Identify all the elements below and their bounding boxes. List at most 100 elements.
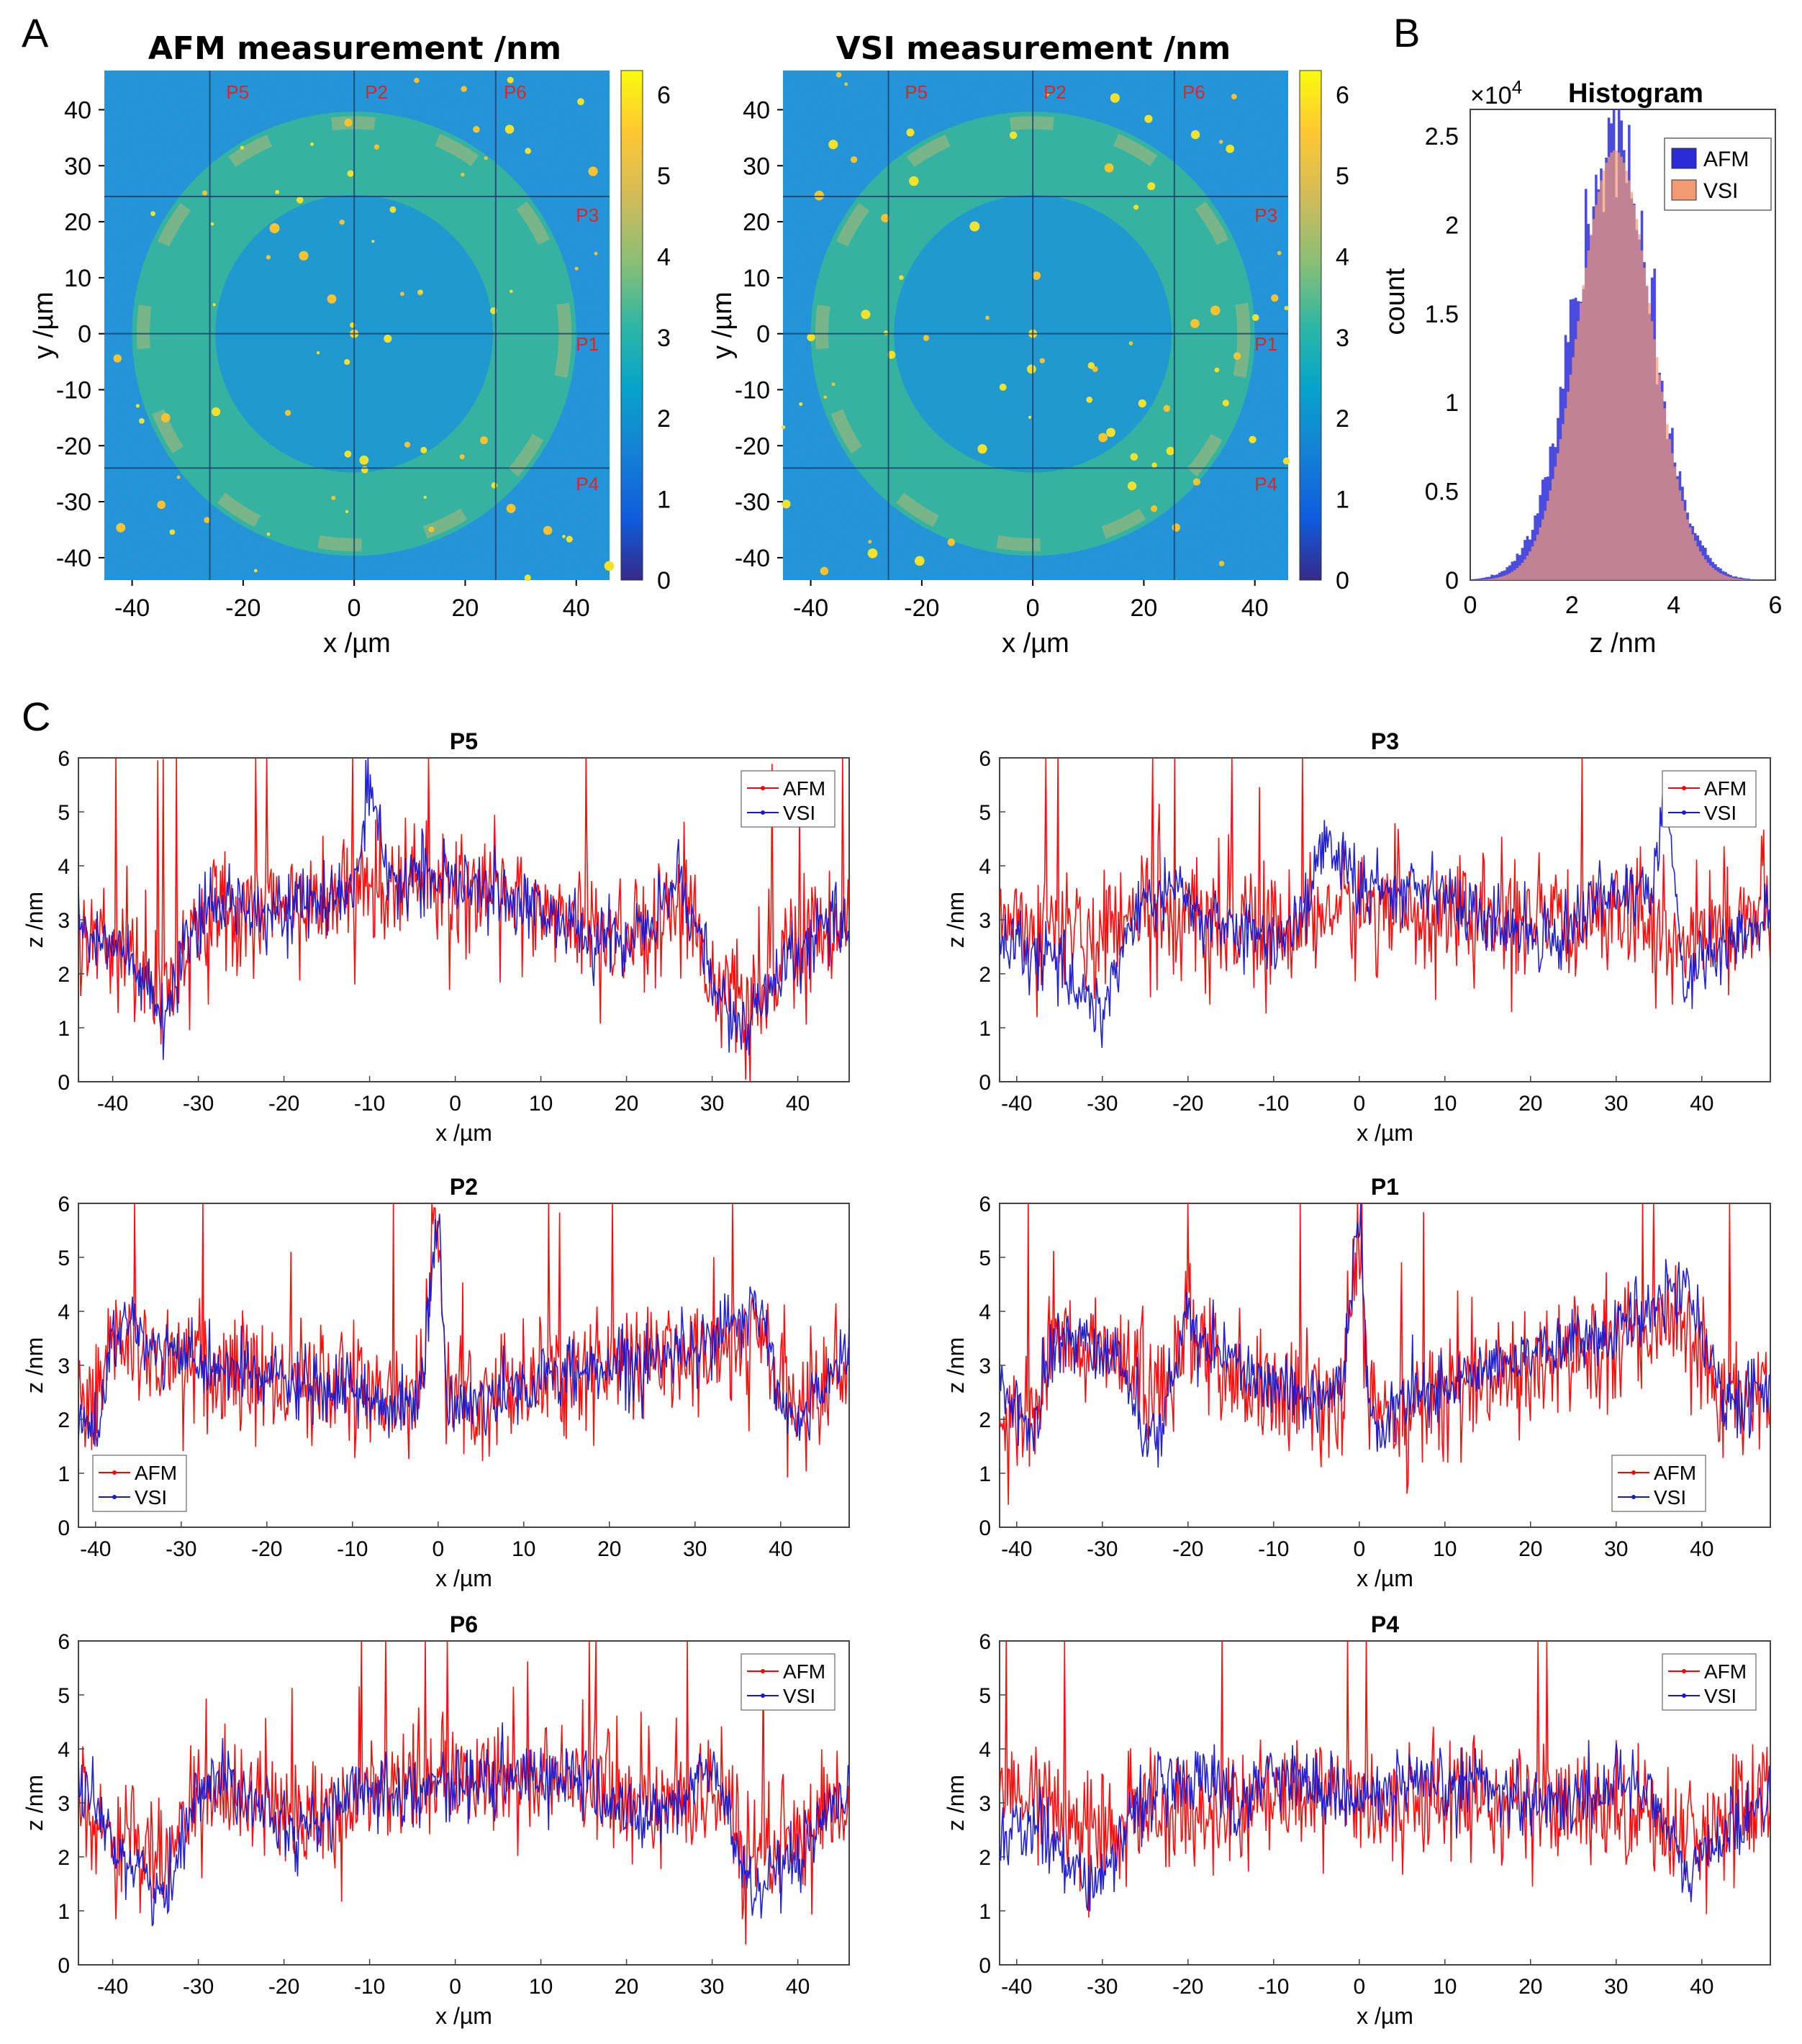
profile-legend-marker — [761, 1669, 765, 1673]
profile-legend — [1611, 1455, 1706, 1512]
map-x-tick-label: -20 — [225, 594, 261, 622]
profile-x-tick-label: -20 — [1172, 1092, 1203, 1116]
map-y-tick-label: -20 — [56, 433, 91, 460]
map-particle — [473, 125, 480, 133]
map-particle — [139, 418, 145, 424]
map-particle — [428, 526, 435, 533]
map-x-tick-label: 40 — [1241, 594, 1269, 622]
profile-y-tick-label: 0 — [58, 1954, 70, 1978]
profile-legend-label: VSI — [783, 1685, 815, 1707]
map-particle — [999, 384, 1007, 391]
profile-x-axis-label: x /µm — [435, 1120, 492, 1146]
profile-x-tick-label: -20 — [268, 1975, 299, 1999]
map-particle — [202, 190, 207, 196]
map-particle — [157, 500, 166, 510]
map-particle — [510, 289, 513, 294]
profile-title: P2 — [450, 1174, 478, 1200]
profile-y-tick-label: 0 — [979, 1516, 991, 1540]
profile-marker-p2: P2 — [365, 81, 388, 103]
profile-y-tick-label: 5 — [58, 801, 70, 825]
map-particle — [799, 402, 803, 407]
profile-x-tick-label: -20 — [1172, 1975, 1203, 1999]
map-y-tick-label: 10 — [743, 265, 770, 292]
profile-x-tick-label: -40 — [1001, 1975, 1032, 1999]
map-particle — [253, 569, 258, 573]
map-particle — [1166, 446, 1175, 456]
map-particle — [1150, 505, 1158, 512]
map-particle — [906, 128, 915, 137]
hist-x-axis-label: z /nm — [1590, 628, 1657, 659]
profile-line-afm — [1000, 758, 1770, 1018]
panel-letter-c: C — [22, 694, 50, 739]
profile-y-axis-label: z /nm — [943, 892, 969, 948]
profile-y-tick-label: 1 — [979, 1017, 991, 1041]
profile-legend-marker — [112, 1495, 117, 1499]
map-particle — [1277, 250, 1282, 256]
map-particle — [883, 330, 889, 335]
profile-y-axis-label: z /nm — [22, 1337, 47, 1393]
map-particle — [284, 410, 291, 416]
profile-legend-label: AFM — [783, 1660, 825, 1683]
map-particle — [116, 523, 126, 533]
map-particle — [1009, 131, 1018, 140]
map-particle — [861, 309, 871, 320]
hist-title: Histogram — [1568, 78, 1703, 109]
map-x-tick-label: -40 — [114, 594, 150, 622]
profile-x-tick-label: 40 — [786, 1092, 810, 1116]
profile-marker-p6: P6 — [504, 81, 527, 103]
map-particle — [1190, 130, 1200, 140]
map-particle — [1282, 457, 1290, 465]
profile-x-tick-label: -40 — [80, 1537, 111, 1561]
map-particle — [1086, 396, 1093, 403]
map-particle — [577, 98, 584, 106]
map-particle — [1098, 433, 1108, 443]
map-particle — [836, 72, 842, 78]
profile-marker-p4: P4 — [576, 474, 599, 495]
profile-y-tick-label: 0 — [979, 1954, 991, 1978]
hist-x-tick-label: 4 — [1667, 592, 1680, 619]
profile-legend-marker — [112, 1470, 117, 1475]
profile-x-tick-label: -10 — [354, 1092, 385, 1116]
profile-x-tick-label: 20 — [1518, 1092, 1542, 1116]
map-particle — [459, 454, 465, 460]
profile-title: P3 — [1371, 728, 1399, 754]
profile-x-tick-label: -20 — [268, 1092, 299, 1116]
profile-x-tick-label: 20 — [615, 1975, 638, 1999]
profile-x-tick-label: 10 — [1433, 1092, 1457, 1116]
profile-x-tick-label: -10 — [354, 1975, 385, 1999]
profile-x-tick-label: 30 — [683, 1537, 707, 1561]
map-particle — [150, 211, 156, 217]
colorbar — [1299, 70, 1322, 581]
profile-plot-area — [78, 1641, 849, 1945]
profile-y-tick-label: 2 — [979, 963, 991, 987]
colorbar-tick-label: 0 — [657, 567, 671, 594]
profile-x-tick-label: 40 — [786, 1975, 810, 1999]
hist-y-tick-label: 1.5 — [1425, 301, 1459, 328]
profile-x-tick-label: 30 — [700, 1975, 724, 1999]
profile-x-tick-label: 0 — [449, 1092, 461, 1116]
profile-legend-marker — [1682, 1693, 1686, 1698]
profile-y-tick-label: 1 — [979, 1900, 991, 1924]
profile-x-tick-label: 30 — [1604, 1092, 1628, 1116]
profile-x-tick-label: 10 — [512, 1537, 535, 1561]
profile-legend-label: VSI — [135, 1486, 167, 1509]
map-particle — [461, 86, 467, 92]
profile-legend-label: VSI — [1704, 802, 1737, 824]
map-particle — [404, 441, 411, 448]
profile-legend-label: VSI — [1654, 1486, 1686, 1509]
profile-x-tick-label: -30 — [1087, 1537, 1118, 1561]
profile-legend — [1662, 770, 1757, 828]
profile-y-tick-label: 1 — [58, 1462, 70, 1486]
profile-y-tick-label: 3 — [58, 1355, 70, 1378]
profile-x-tick-label: -30 — [183, 1975, 214, 1999]
profile-x-axis-label: x /µm — [435, 1565, 492, 1591]
map-particle — [344, 358, 350, 366]
profile-y-tick-label: 3 — [58, 909, 70, 933]
profile-y-tick-label: 2 — [58, 963, 70, 987]
profile-x-tick-label: 40 — [769, 1537, 792, 1561]
map-x-tick-label: 0 — [1026, 594, 1040, 622]
map-particle — [507, 76, 514, 83]
profile-legend-marker — [1631, 1495, 1636, 1499]
profile-y-tick-label: 6 — [979, 1630, 991, 1654]
